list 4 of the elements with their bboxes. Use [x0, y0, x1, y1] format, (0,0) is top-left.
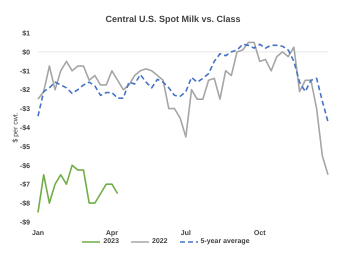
line-series	[37, 44, 329, 123]
chart-title: Central U.S. Spot Milk vs. Class	[104, 14, 242, 24]
line-series	[37, 164, 118, 214]
line-series	[37, 42, 329, 176]
